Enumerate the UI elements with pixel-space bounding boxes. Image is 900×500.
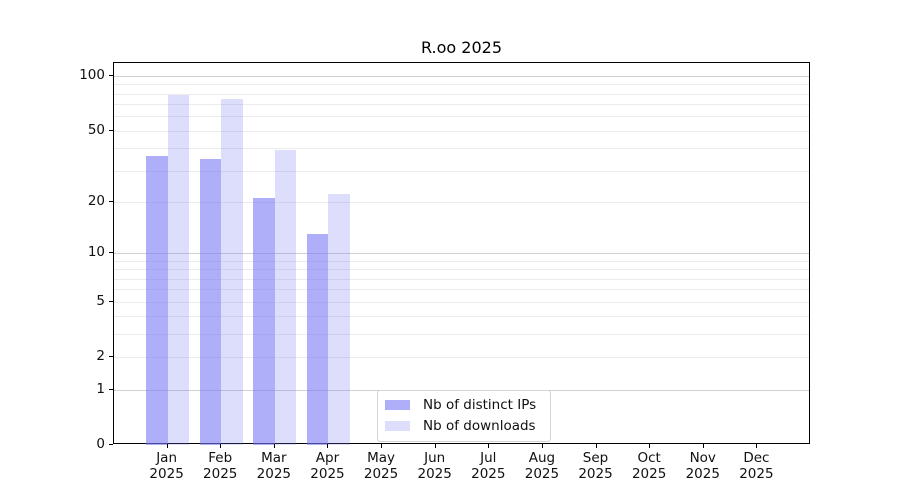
x-tick-label: Mar 2025 (256, 450, 292, 482)
bar-downloads-apr (328, 194, 350, 445)
minor-gridline (114, 269, 809, 271)
minor-gridline (114, 289, 809, 291)
y-tick (109, 252, 113, 254)
x-tick (166, 444, 168, 448)
y-tick-label: 1 (96, 380, 105, 397)
y-tick-label: 20 (87, 192, 105, 209)
y-tick-label: 10 (87, 244, 105, 261)
x-tick (488, 444, 490, 448)
x-tick-label: Apr 2025 (310, 450, 345, 482)
plot-area (113, 62, 810, 445)
legend-item: Nb of distinct IPs (385, 396, 536, 414)
x-tick-label: Oct 2025 (631, 450, 667, 482)
minor-gridline (114, 201, 809, 203)
x-tick-label: May 2025 (363, 450, 399, 482)
x-tick (220, 444, 222, 448)
minor-gridline (114, 334, 809, 336)
y-tick-label: 2 (96, 348, 105, 365)
x-tick (541, 444, 543, 448)
bar-ips-apr (307, 234, 329, 445)
x-tick (273, 444, 275, 448)
x-tick-label: Jan 2025 (149, 450, 184, 482)
bar-downloads-feb (221, 98, 243, 445)
y-tick (109, 300, 113, 302)
minor-gridline (114, 148, 809, 150)
x-tick (327, 444, 329, 448)
bar-ips-feb (199, 158, 222, 445)
bar-downloads-jan (167, 94, 190, 445)
minor-gridline (114, 316, 809, 318)
y-tick (109, 200, 113, 202)
major-gridline (114, 253, 809, 255)
y-tick (109, 444, 113, 445)
legend-item: Nb of downloads (385, 417, 536, 435)
bar-ips-jan (146, 156, 168, 445)
minor-gridline (114, 170, 809, 172)
y-tick-label: 100 (79, 67, 105, 84)
minor-gridline (114, 130, 809, 132)
x-tick (381, 444, 383, 448)
y-tick (109, 356, 113, 358)
x-tick-label: Nov 2025 (685, 450, 720, 482)
y-tick-label: 5 (96, 292, 105, 309)
y-tick (109, 388, 113, 390)
legend-swatch-ips-icon (385, 400, 410, 410)
x-tick (756, 444, 758, 448)
minor-gridline (114, 278, 809, 280)
legend-label: Nb of distinct IPs (423, 397, 537, 413)
legend-label: Nb of downloads (423, 418, 536, 434)
minor-gridline (114, 84, 809, 86)
x-tick-label: Jul 2025 (471, 450, 506, 482)
x-tick (702, 444, 704, 448)
minor-gridline (114, 301, 809, 303)
x-tick-label: Aug 2025 (524, 450, 560, 482)
major-gridline (114, 76, 809, 78)
chart-title: R.oo 2025 (420, 38, 502, 57)
y-tick-label: 50 (87, 121, 105, 138)
x-tick (595, 444, 597, 448)
legend: Nb of distinct IPs Nb of downloads (377, 390, 552, 442)
y-tick-label: 0 (96, 436, 105, 452)
bar-ips-mar (253, 197, 275, 445)
legend-swatch-downloads-icon (385, 421, 410, 431)
x-tick-label: Jun 2025 (417, 450, 452, 482)
minor-gridline (114, 260, 809, 262)
x-tick (434, 444, 436, 448)
minor-gridline (114, 104, 809, 106)
minor-gridline (114, 93, 809, 95)
x-tick-label: Sep 2025 (578, 450, 613, 482)
bar-downloads-mar (274, 150, 297, 445)
minor-gridline (114, 357, 809, 359)
x-tick-label: Dec 2025 (739, 450, 774, 482)
y-tick (109, 75, 113, 77)
y-tick (109, 129, 113, 131)
x-tick-label: Feb 2025 (203, 450, 238, 482)
x-tick (649, 444, 651, 448)
minor-gridline (114, 116, 809, 118)
